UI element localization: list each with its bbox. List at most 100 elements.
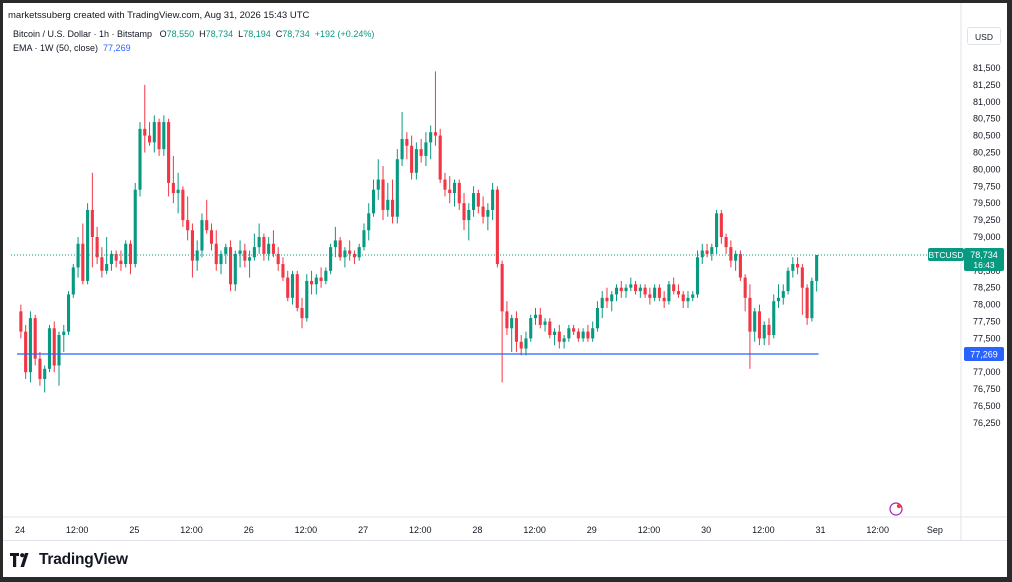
candle[interactable] (624, 284, 628, 298)
candle[interactable] (238, 240, 242, 268)
candle[interactable] (181, 186, 185, 227)
candle[interactable] (109, 250, 113, 271)
candle[interactable] (209, 223, 214, 251)
candle[interactable] (543, 318, 547, 332)
candle[interactable] (595, 301, 599, 332)
candle[interactable] (124, 240, 128, 268)
candle[interactable] (305, 274, 309, 322)
candle[interactable] (691, 291, 695, 302)
candle[interactable] (367, 203, 371, 241)
candle[interactable] (738, 250, 742, 281)
candle[interactable] (386, 182, 390, 217)
candle[interactable] (800, 264, 804, 315)
candle[interactable] (248, 250, 252, 278)
candle[interactable] (581, 328, 585, 342)
candle[interactable] (452, 179, 457, 207)
candle[interactable] (205, 199, 209, 234)
candle[interactable] (672, 277, 676, 295)
candle[interactable] (686, 291, 690, 308)
candle[interactable] (267, 237, 271, 261)
price-chart[interactable]: 81,500 81,250 81,000 80,750 80,500 80,250 80,0… (3, 3, 1007, 577)
candle[interactable] (419, 138, 423, 163)
candle[interactable] (171, 155, 175, 204)
ema-label[interactable]: EMA · 1W (50, close) (13, 43, 99, 53)
candle[interactable] (648, 287, 652, 305)
candle[interactable] (114, 250, 118, 268)
candle[interactable] (376, 159, 380, 200)
candle[interactable] (147, 122, 152, 146)
candle[interactable] (462, 193, 466, 231)
candle[interactable] (657, 284, 661, 302)
candle[interactable] (28, 311, 32, 383)
candle[interactable] (324, 267, 328, 285)
candle[interactable] (505, 301, 509, 336)
candle[interactable] (510, 314, 514, 352)
candle[interactable] (448, 176, 452, 204)
candle[interactable] (429, 125, 433, 160)
candle[interactable] (538, 307, 542, 329)
candle[interactable] (796, 257, 800, 275)
candle[interactable] (553, 328, 557, 346)
candle[interactable] (33, 314, 37, 366)
candle[interactable] (138, 122, 142, 197)
candle[interactable] (567, 324, 571, 342)
candle[interactable] (186, 196, 190, 241)
candle[interactable] (772, 294, 776, 339)
candle[interactable] (776, 284, 781, 308)
candle[interactable] (233, 250, 237, 292)
candle[interactable] (762, 321, 766, 346)
candle[interactable] (805, 284, 809, 325)
candle[interactable] (781, 284, 785, 305)
candle[interactable] (352, 250, 356, 265)
candle[interactable] (695, 250, 700, 298)
candle[interactable] (348, 240, 352, 261)
candle[interactable] (767, 318, 771, 346)
candle[interactable] (424, 132, 428, 167)
candle[interactable] (433, 71, 437, 146)
candle[interactable] (443, 172, 447, 197)
candle[interactable] (52, 321, 56, 373)
candle[interactable] (629, 277, 633, 292)
candle[interactable] (195, 240, 199, 271)
symbol-title[interactable]: Bitcoin / U.S. Dollar · 1h · Bitstamp (13, 29, 153, 39)
candle[interactable] (86, 203, 90, 285)
candle[interactable] (605, 287, 609, 308)
candle[interactable] (667, 280, 671, 305)
candle[interactable] (319, 267, 323, 288)
candle[interactable] (753, 307, 757, 342)
candle[interactable] (128, 240, 133, 275)
candle[interactable] (662, 291, 666, 308)
candle[interactable] (395, 149, 399, 224)
candle[interactable] (105, 237, 109, 275)
candle[interactable] (486, 203, 490, 231)
candle[interactable] (457, 179, 461, 210)
candle[interactable] (43, 365, 47, 393)
candle[interactable] (257, 223, 261, 254)
candle[interactable] (362, 223, 366, 251)
candle[interactable] (90, 172, 94, 268)
candle[interactable] (653, 284, 657, 302)
candle[interactable] (276, 247, 280, 271)
candle[interactable] (152, 115, 156, 153)
candle[interactable] (710, 243, 714, 261)
candle[interactable] (243, 243, 247, 268)
candle[interactable] (286, 270, 290, 302)
candle[interactable] (557, 324, 561, 349)
candle[interactable] (371, 179, 376, 217)
candle[interactable] (100, 247, 104, 278)
candle[interactable] (47, 324, 52, 373)
candle[interactable] (533, 307, 538, 325)
candle[interactable] (610, 291, 614, 312)
candle[interactable] (514, 311, 518, 352)
candle[interactable] (309, 270, 314, 295)
candle[interactable] (24, 324, 28, 379)
candle[interactable] (290, 270, 295, 305)
candle[interactable] (95, 226, 99, 265)
candle[interactable] (38, 351, 42, 386)
candle[interactable] (676, 284, 681, 298)
candle[interactable] (743, 274, 747, 312)
candle[interactable] (729, 240, 733, 268)
candle[interactable] (524, 331, 528, 356)
candle[interactable] (472, 186, 476, 217)
candle[interactable] (467, 203, 471, 241)
